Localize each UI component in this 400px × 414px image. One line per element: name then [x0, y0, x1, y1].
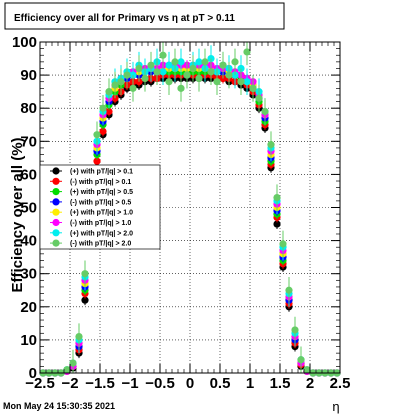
data-point: [201, 58, 209, 66]
data-point: [177, 58, 185, 66]
legend-marker: [52, 239, 60, 247]
legend-label: (+) with pT/|q| > 0.5: [70, 189, 133, 196]
legend-label: (-) with pT/|q| > 2.0: [70, 241, 131, 248]
y-tick-label: 90: [20, 67, 37, 84]
data-point: [69, 359, 77, 367]
legend-label: (+) with pT/|q| > 1.0: [70, 210, 133, 217]
data-point: [219, 61, 227, 69]
x-tick-label: 1.5: [270, 375, 291, 392]
legend-label: (-) with pT/|q| > 0.1: [70, 179, 131, 186]
data-point: [129, 84, 137, 92]
y-tick-label: 70: [20, 133, 37, 150]
data-point: [147, 61, 155, 69]
y-axis-title: Efficiency over all (%): [9, 137, 26, 292]
data-point: [237, 78, 245, 86]
chart-title: Efficiency over all for Primary vs η at …: [14, 13, 235, 24]
data-point: [189, 64, 197, 73]
y-tick-label: 50: [20, 200, 37, 217]
data-point: [111, 81, 119, 89]
data-point: [291, 326, 299, 334]
footer-timestamp: Mon May 24 15:30:35 2021: [3, 401, 115, 411]
legend-marker: [52, 167, 60, 175]
data-point: [231, 58, 239, 66]
data-point: [93, 131, 101, 139]
legend-label: (-) with pT/|q| > 0.5: [70, 199, 131, 206]
data-point: [279, 240, 287, 248]
legend-box: [39, 164, 161, 250]
data-point: [297, 356, 305, 364]
x-tick-label: 2: [306, 375, 314, 392]
data-point: [165, 61, 173, 69]
data-point: [105, 107, 113, 116]
data-point: [183, 71, 191, 79]
data-point: [63, 366, 71, 374]
x-tick-label: 0.5: [210, 375, 231, 392]
x-tick-label: 2.5: [330, 375, 351, 392]
legend: (+) with pT/|q| > 0.1 (-) with pT/|q| > 0…: [39, 164, 161, 250]
data-point: [195, 74, 203, 83]
data-point: [285, 286, 293, 294]
legend-marker: [52, 177, 60, 185]
data-point: [255, 94, 263, 102]
data-point: [207, 68, 215, 76]
data-point: [243, 78, 251, 86]
legend-label: (+) with pT/|q| > 0.1: [70, 169, 133, 176]
legend-marker: [52, 188, 60, 196]
y-tick-label: 40: [20, 233, 37, 250]
legend-label: (+) with pT/|q| > 2.0: [70, 230, 133, 237]
data-point: [135, 64, 143, 73]
chart-title-box: [4, 2, 285, 30]
data-point: [159, 51, 167, 59]
data-point: [99, 104, 107, 112]
x-axis-title: η: [332, 399, 339, 414]
x-tick-label: −2.5: [25, 375, 55, 392]
data-point: [93, 157, 101, 165]
data-point: [273, 193, 281, 202]
data-point: [81, 296, 89, 304]
data-point: [249, 84, 257, 92]
data-point: [213, 78, 221, 86]
legend-marker: [52, 229, 60, 237]
data-point: [75, 332, 83, 341]
data-point: [225, 71, 233, 79]
x-tick-label: −0.5: [145, 375, 175, 392]
data-point: [261, 107, 269, 116]
series-8: [39, 42, 341, 377]
y-tick-label: 20: [20, 299, 37, 316]
data-point: [303, 366, 311, 374]
y-tick-label: 0: [29, 365, 37, 382]
x-tick-label: −1.5: [85, 375, 115, 392]
legend-marker: [52, 218, 60, 227]
data-point: [195, 58, 203, 66]
data-point: [105, 88, 113, 96]
x-tick-label: 1: [246, 375, 254, 392]
data-point: [123, 71, 131, 79]
data-point: [141, 74, 149, 83]
axis-ticks: −2.5 −2 −1.5 −1 −0.5 0 0.5 1 1.5 2 2.5 0 10 20 30 40 50 6…: [12, 34, 350, 392]
data-point: [99, 127, 107, 135]
legend-marker: [52, 198, 60, 206]
legend-marker: [52, 208, 60, 216]
y-tick-label: 100: [12, 34, 37, 51]
data-point: [81, 270, 89, 278]
data-point: [159, 68, 167, 76]
data-point: [153, 68, 161, 76]
y-tick-label: 80: [20, 100, 37, 117]
y-tick-label: 10: [20, 332, 37, 349]
data-point: [177, 84, 185, 92]
data-point: [243, 48, 251, 56]
data-point: [273, 220, 281, 228]
data-point: [117, 78, 125, 86]
x-tick-label: −1: [121, 375, 138, 392]
x-tick-label: −2: [61, 375, 78, 392]
data-point: [171, 58, 179, 66]
data-point: [267, 141, 275, 149]
y-tick-label: 30: [20, 266, 37, 283]
data-point: [165, 78, 173, 86]
legend-label: (-) with pT/|q| > 1.0: [70, 220, 131, 227]
x-tick-label: 0: [186, 375, 194, 392]
y-tick-label: 60: [20, 166, 37, 183]
